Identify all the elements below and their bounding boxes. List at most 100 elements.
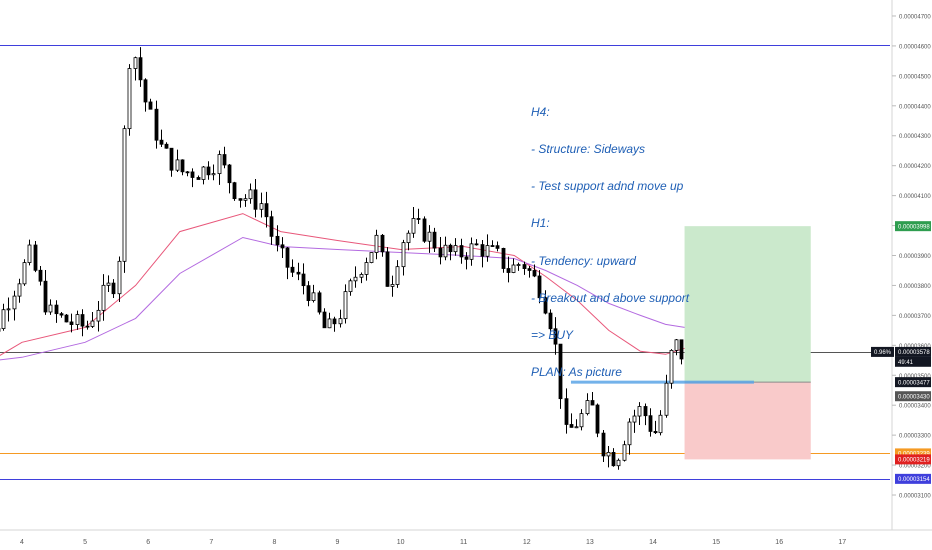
candle-body <box>64 314 69 323</box>
candle-body <box>296 271 301 275</box>
price-tick-label: 0.00003600 <box>899 344 931 350</box>
candle-body <box>385 251 390 287</box>
candle-body <box>154 108 159 141</box>
note-line: PLAN: As picture <box>531 365 622 380</box>
price-tag <box>895 356 931 367</box>
price-tick-label: 0.00004700 <box>899 14 931 20</box>
candle-body <box>564 398 569 425</box>
candle-body <box>427 231 432 242</box>
price-tag <box>895 377 931 388</box>
candle-body <box>90 320 95 327</box>
time-tick-label: 6 <box>146 539 150 546</box>
candle-body <box>332 318 337 325</box>
candle-body <box>259 203 264 210</box>
candle-body <box>606 452 611 457</box>
candle-body <box>196 177 201 180</box>
candle-body <box>280 244 285 249</box>
position-zones <box>570 226 811 460</box>
time-tick-label: 15 <box>712 539 720 546</box>
candle-body <box>169 147 174 171</box>
target-zone <box>684 226 811 383</box>
candle-body <box>432 231 437 249</box>
price-tag <box>895 221 931 232</box>
price-tick-label: 0.00004500 <box>899 74 931 80</box>
entry-zone-line <box>570 380 754 384</box>
price-axis: 0.00004700 0.00004600 0.00004500 0.00004400… <box>892 14 931 500</box>
candle-body <box>201 166 206 180</box>
candle-body <box>511 264 516 273</box>
candle-body <box>485 245 490 257</box>
candle-body <box>301 273 306 287</box>
candle-body <box>27 244 32 264</box>
candle-body <box>411 218 416 234</box>
candle-body <box>364 262 369 275</box>
price-tick-label: 0.00003900 <box>899 254 931 260</box>
candle-body <box>522 264 527 270</box>
candle-body <box>679 339 684 360</box>
candle-body <box>243 198 248 201</box>
candle-body <box>317 292 322 313</box>
candle-body <box>374 234 379 253</box>
candle-body <box>653 431 658 434</box>
candle-body <box>338 318 343 325</box>
time-tick-label: 10 <box>397 539 405 546</box>
candle-body <box>543 297 548 314</box>
price-tag-label: 0.00003430 <box>898 395 930 401</box>
candle-body <box>159 139 164 145</box>
candle-body <box>164 143 169 149</box>
candle-body <box>54 304 59 315</box>
candle-body <box>637 406 642 417</box>
time-tick-label: 5 <box>83 539 87 546</box>
candle-body <box>569 424 574 428</box>
candle-body <box>674 339 679 351</box>
candle-body <box>480 244 485 257</box>
note-line: H1: <box>531 216 550 231</box>
time-tick-label: 16 <box>775 539 783 546</box>
time-tick-label: 11 <box>460 539 467 546</box>
candle-body <box>443 244 448 258</box>
price-tick-label: 0.00004600 <box>899 44 931 50</box>
candle-body <box>253 189 258 210</box>
price-tick-label: 0.00003800 <box>899 284 931 290</box>
price-tag <box>895 454 931 465</box>
candle-body <box>632 415 637 423</box>
candle-body <box>595 404 600 434</box>
candle-body <box>264 203 269 218</box>
candle-body <box>101 284 106 311</box>
moving-average-line <box>0 213 685 356</box>
note-line: H4: <box>531 104 550 119</box>
candle-body <box>611 452 616 467</box>
candle-body <box>453 245 458 253</box>
candle-body <box>143 79 148 103</box>
stop-zone <box>684 382 811 460</box>
price-tick-label: 0.00004400 <box>899 104 931 110</box>
candle-body <box>353 276 358 282</box>
moving-averages <box>0 213 685 361</box>
price-tag-label: 0.00003578 <box>898 350 930 356</box>
candle-body <box>448 244 453 253</box>
candle-body <box>180 159 185 173</box>
candle-body <box>416 218 421 220</box>
candle-body <box>558 343 563 400</box>
candle-body <box>669 349 674 384</box>
candle-body <box>190 171 195 178</box>
candle-body <box>69 321 74 325</box>
candle-body <box>59 313 64 316</box>
time-tick-label: 8 <box>272 539 276 546</box>
candle-body <box>138 57 143 81</box>
change-tag-label: 0.96% <box>874 350 892 356</box>
candle-body <box>469 243 474 260</box>
price-tag-label: 0.00003219 <box>898 458 930 464</box>
note-line: => BUY <box>531 328 574 343</box>
candle-body <box>579 413 584 428</box>
analysis-note: H4: - Structure: Sideways - Test support… <box>531 81 689 391</box>
note-line: - Test support adnd move up <box>531 179 684 194</box>
price-tag-label: 0.00003477 <box>898 380 930 386</box>
price-tick-label: 0.00003100 <box>899 494 931 500</box>
candle-body <box>222 154 227 166</box>
price-tick-label: 0.00003500 <box>899 374 931 380</box>
candle-body <box>574 426 579 429</box>
candle-body <box>516 264 521 266</box>
change-tag <box>871 346 894 357</box>
candle-body <box>311 292 316 301</box>
